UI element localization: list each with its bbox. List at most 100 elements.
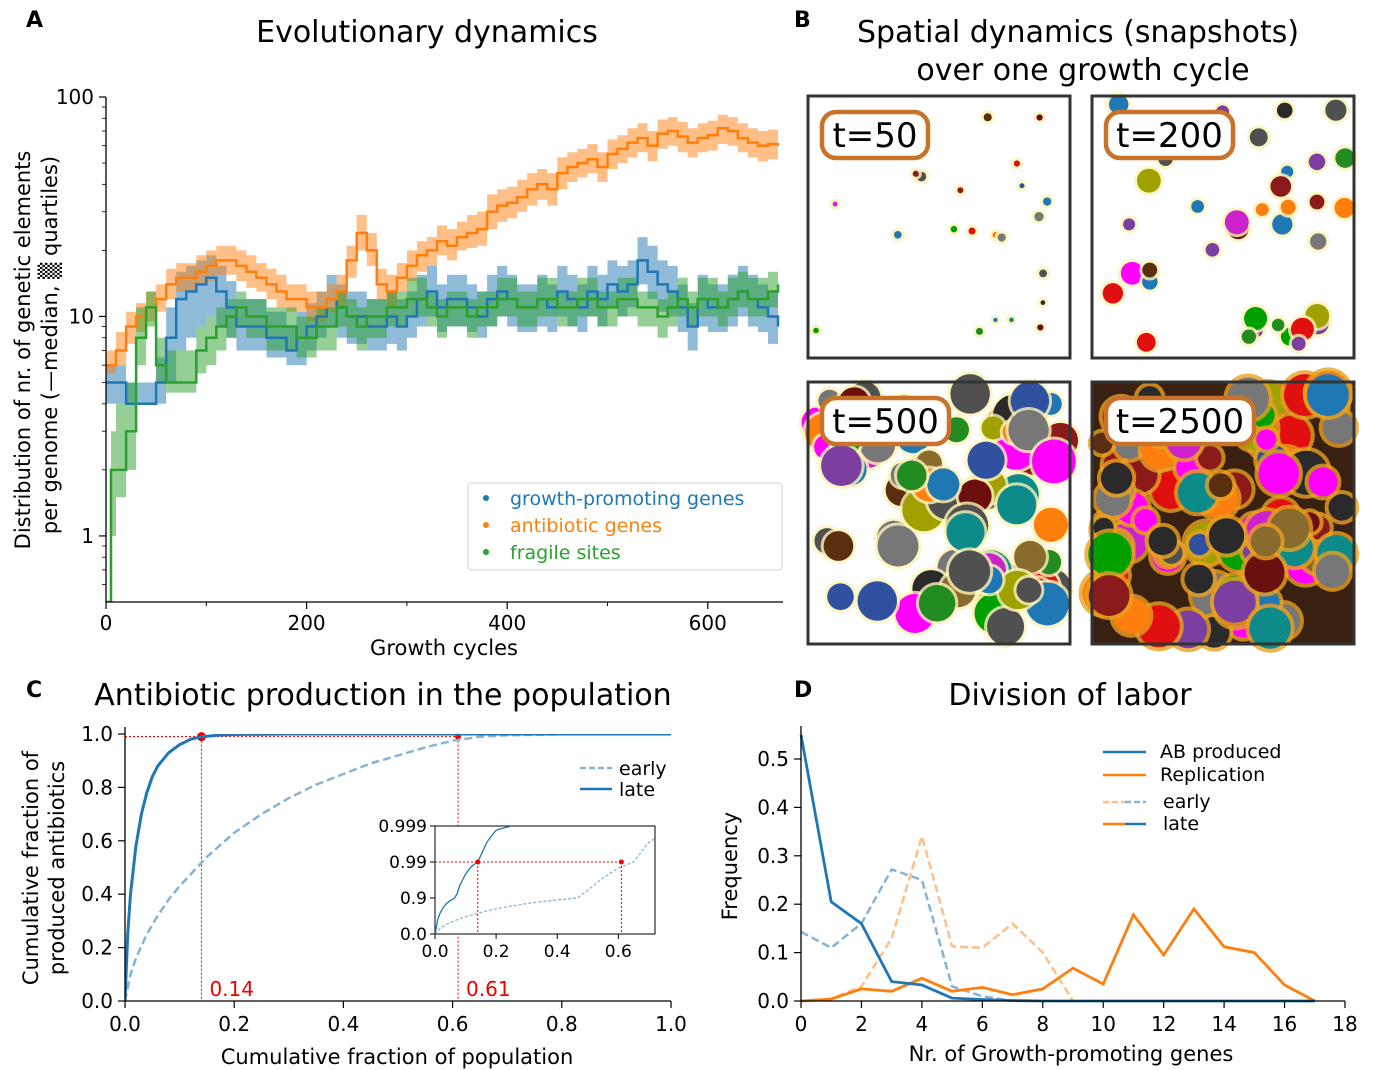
colony: [1255, 203, 1269, 217]
panel-c-ylabel-line2: produced antibiotics: [45, 761, 69, 975]
y-tick-label: 10: [69, 304, 94, 328]
y-tick-label: 0.6: [81, 829, 113, 853]
panel-c-ylabel-line1: Cumulative fraction of: [19, 750, 43, 985]
y-tick-label: 1: [81, 524, 94, 548]
legend-label-0: AB produced: [1160, 741, 1281, 763]
colony: [877, 525, 919, 567]
inset-y-tick-label: 0.999: [378, 817, 427, 837]
y-tick-label: 0.0: [757, 989, 789, 1013]
y-tick-label: 1.0: [81, 722, 113, 746]
colony: [967, 441, 1005, 479]
colony: [1034, 212, 1044, 222]
snapshot-label-box: [1103, 109, 1236, 161]
colony: [1102, 283, 1124, 304]
legend-label-2: fragile sites: [510, 542, 621, 564]
colony: [1241, 329, 1256, 344]
colony: [1019, 183, 1025, 189]
curve-Replication-late: [800, 906, 1316, 1003]
colony: [950, 225, 958, 233]
snapshot-frame: [806, 94, 1072, 360]
colony: [981, 416, 1005, 440]
colony: [893, 230, 902, 239]
panel-b-title-line2: over one growth cycle: [916, 53, 1249, 88]
colony: [1109, 94, 1129, 115]
colony: [1208, 473, 1233, 498]
y-tick-label: 0.4: [81, 882, 113, 906]
colony: [813, 327, 819, 334]
y-tick-label: 0.1: [757, 941, 789, 965]
legend-label-1: Replication: [1160, 764, 1265, 786]
inset-curve-early: [435, 838, 655, 934]
colony: [1309, 194, 1325, 210]
curve-late: [125, 734, 671, 1001]
x-tick-label: 12: [1151, 1012, 1176, 1036]
colony: [1134, 509, 1157, 532]
colony: [1036, 114, 1043, 121]
y-tick-label: 0.5: [757, 747, 789, 771]
snapshot-2: t=500: [798, 371, 1082, 649]
colony: [1013, 160, 1021, 167]
snapshot-label-box: [819, 109, 931, 161]
snapshot-frame: [806, 380, 1072, 646]
colony: [1191, 200, 1205, 213]
x-tick-label: 600: [689, 611, 727, 635]
x-tick-label: 0.2: [218, 1012, 250, 1036]
colony: [968, 227, 976, 235]
inset-x-tick-label: 0.6: [605, 942, 632, 962]
colony: [1100, 462, 1133, 494]
curve-AB-produced-early: [800, 867, 1013, 1003]
colony: [975, 327, 983, 335]
inset-x-tick-label: 0.4: [544, 942, 571, 962]
colony: [1148, 526, 1177, 556]
snapshot-label: t=2500: [1116, 402, 1244, 442]
snapshot-frame: [1090, 380, 1356, 646]
colony: [1280, 199, 1296, 215]
quartile-band-1: [106, 114, 778, 374]
curve-Replication-early: [800, 831, 1075, 1003]
colony: [957, 187, 964, 194]
x-tick-label: 16: [1272, 1012, 1297, 1036]
y-tick-label: 0.2: [757, 892, 789, 916]
colony: [1205, 243, 1220, 257]
snapshot-0: t=50: [806, 94, 1072, 360]
colony: [896, 460, 927, 491]
colony: [832, 201, 838, 207]
curve-early: [125, 734, 671, 1001]
colony: [1258, 453, 1299, 494]
x-tick-label: 6: [976, 1012, 989, 1036]
legend-marker-1: [483, 522, 489, 528]
y-tick-label: 0.8: [81, 775, 113, 799]
panel-a-title: Evolutionary dynamics: [256, 15, 598, 50]
colony: [1136, 168, 1161, 193]
panel-letter-b: B: [794, 8, 811, 33]
x-tick-label: 1.0: [655, 1012, 687, 1036]
x-tick-label: 8: [1036, 1012, 1049, 1036]
colony: [1033, 507, 1069, 542]
panel-d-title: Division of labor: [948, 678, 1192, 713]
colony: [1308, 153, 1326, 171]
panel-d-xlabel: Nr. of Growth-promoting genes: [909, 1042, 1234, 1066]
inset-marker-0: [475, 859, 481, 865]
panel-a-legend: growth-promoting genes antibiotic genes fr…: [467, 482, 783, 571]
x-tick-label: 4: [916, 1012, 929, 1036]
snapshot-frame: [1090, 94, 1356, 360]
marker-label-1: 0.61: [466, 977, 511, 1001]
panel-c-xlabel: Cumulative fraction of population: [221, 1045, 574, 1069]
snapshot-colonies: [810, 110, 1055, 338]
colony: [1308, 467, 1338, 497]
colony: [1188, 533, 1211, 556]
panel-letter-d: D: [794, 678, 812, 703]
colony: [1088, 532, 1132, 577]
colony: [1328, 493, 1356, 521]
median-line-0: [106, 259, 780, 406]
panel-b-snapshots: t=50 t=200 t=500 t=2500: [798, 91, 1360, 653]
colony: [1270, 176, 1292, 197]
legend-label-3: late: [1163, 813, 1199, 835]
y-tick-label: 100: [56, 85, 94, 109]
colony: [1198, 446, 1222, 470]
panel-c-title: Antibiotic production in the population: [94, 678, 671, 713]
colony: [1325, 99, 1347, 121]
x-tick-label: 0.6: [437, 1012, 469, 1036]
